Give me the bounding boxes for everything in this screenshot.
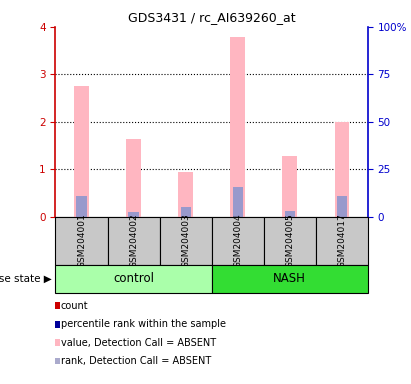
Bar (212, 265, 368, 293)
Text: GSM204002: GSM204002 (129, 214, 138, 268)
Text: GSM204004: GSM204004 (233, 214, 242, 268)
Bar (55, 265, 212, 293)
Bar (55, 217, 108, 265)
Bar (212, 217, 264, 265)
Text: value, Detection Call = ABSENT: value, Detection Call = ABSENT (61, 338, 216, 348)
Title: GDS3431 / rc_AI639260_at: GDS3431 / rc_AI639260_at (128, 11, 296, 24)
Text: disease state ▶: disease state ▶ (0, 274, 51, 284)
Text: GSM204005: GSM204005 (285, 214, 294, 268)
Bar (108, 217, 159, 265)
Text: GSM204003: GSM204003 (181, 214, 190, 268)
Text: GSM204017: GSM204017 (337, 214, 346, 268)
Bar (335, 122, 349, 217)
Bar (178, 172, 193, 217)
Bar (159, 217, 212, 265)
Bar (285, 211, 295, 217)
Text: count: count (61, 301, 88, 311)
Text: NASH: NASH (273, 272, 306, 285)
Bar (337, 195, 347, 217)
Bar (233, 187, 243, 217)
Bar (76, 195, 87, 217)
Bar (282, 156, 297, 217)
Bar (316, 217, 368, 265)
Bar (264, 217, 316, 265)
Bar (126, 139, 141, 217)
Bar (129, 212, 139, 217)
Text: control: control (113, 272, 154, 285)
Bar (180, 207, 191, 217)
Bar (74, 86, 89, 217)
Text: GSM204001: GSM204001 (77, 214, 86, 268)
Text: rank, Detection Call = ABSENT: rank, Detection Call = ABSENT (61, 356, 211, 366)
Text: percentile rank within the sample: percentile rank within the sample (61, 319, 226, 329)
Bar (231, 37, 245, 217)
